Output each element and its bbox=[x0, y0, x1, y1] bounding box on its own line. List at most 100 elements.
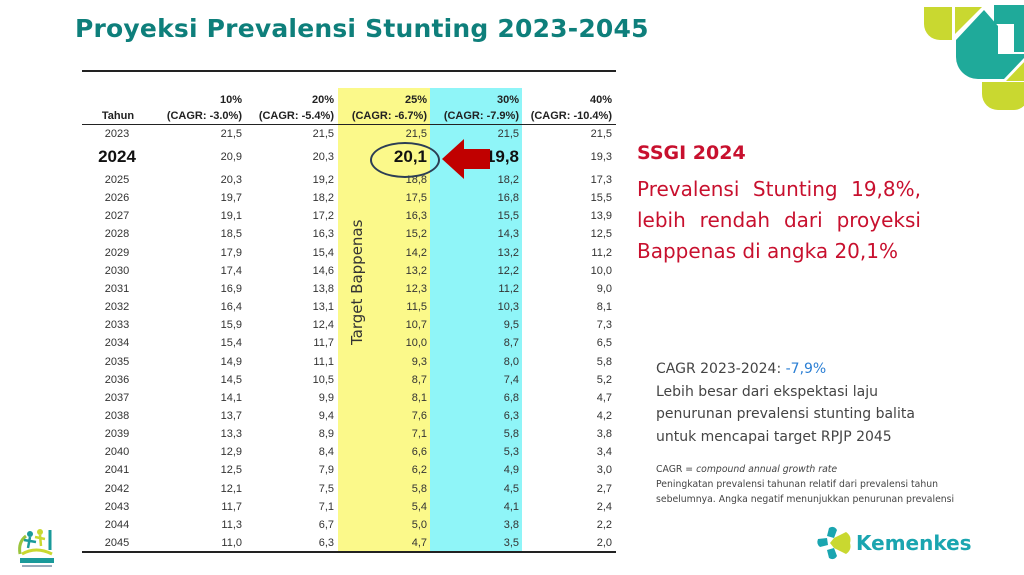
value-cell: 11,2 bbox=[498, 282, 519, 295]
value-cell: 13,9 bbox=[590, 210, 612, 223]
value-cell: 3,4 bbox=[596, 446, 612, 459]
value-cell: 13,2 bbox=[497, 246, 519, 259]
value-cell: 20,9 bbox=[220, 151, 242, 163]
highlight-circle bbox=[370, 142, 440, 178]
value-cell: 8,9 bbox=[318, 428, 334, 441]
value-cell: 15,5 bbox=[497, 210, 519, 223]
value-cell: 14,1 bbox=[220, 391, 242, 404]
value-cell: 19,1 bbox=[220, 210, 242, 223]
year-cell: 2037 bbox=[104, 391, 130, 404]
column-header-cagr: (CAGR: -7.9%) bbox=[443, 110, 519, 122]
value-cell: 3,0 bbox=[596, 464, 612, 477]
value-cell: 16,4 bbox=[220, 301, 242, 314]
value-cell: 8,0 bbox=[503, 355, 519, 368]
value-cell: 8,7 bbox=[503, 337, 519, 350]
value-cell: 12,5 bbox=[220, 464, 242, 477]
value-cell: 3,8 bbox=[596, 428, 612, 441]
column-header-pct: 20% bbox=[311, 94, 334, 106]
value-cell: 4,2 bbox=[596, 409, 612, 422]
value-cell: 5,4 bbox=[411, 500, 427, 513]
value-cell: 8,1 bbox=[596, 301, 612, 314]
value-cell: 12,5 bbox=[590, 228, 612, 241]
page-title: Proyeksi Prevalensi Stunting 2023-2045 bbox=[75, 14, 649, 43]
value-cell: 16,3 bbox=[405, 210, 427, 223]
value-cell: 17,5 bbox=[405, 192, 427, 205]
year-cell: 2032 bbox=[104, 301, 130, 314]
column-header-cagr: (CAGR: -10.4%) bbox=[530, 110, 612, 122]
year-cell: 2030 bbox=[104, 264, 130, 277]
year-cell: 2026 bbox=[104, 192, 130, 205]
value-cell: 6,7 bbox=[318, 518, 334, 531]
value-cell: 8,4 bbox=[318, 446, 334, 459]
value-cell: 11,5 bbox=[406, 301, 427, 314]
value-cell: 10,3 bbox=[497, 301, 519, 314]
value-cell: 12,4 bbox=[312, 319, 334, 332]
year-cell: 2034 bbox=[104, 337, 130, 350]
value-cell: 18,2 bbox=[497, 174, 519, 186]
value-cell: 21,5 bbox=[312, 128, 334, 140]
value-cell: 9,3 bbox=[411, 355, 427, 368]
column-header-pct: 40% bbox=[589, 94, 612, 106]
value-cell: 18,5 bbox=[220, 228, 242, 241]
value-cell: 5,8 bbox=[596, 355, 612, 368]
value-cell: 3,5 bbox=[503, 537, 519, 549]
value-cell: 12,9 bbox=[220, 446, 242, 459]
value-cell: 21,5 bbox=[405, 128, 427, 140]
value-cell: 19,8 bbox=[485, 147, 519, 166]
value-cell: 4,9 bbox=[503, 464, 519, 477]
year-cell: 2028 bbox=[104, 228, 130, 241]
value-cell: 15,4 bbox=[220, 337, 242, 350]
value-cell: 20,3 bbox=[312, 151, 334, 163]
value-cell: 6,6 bbox=[411, 446, 427, 459]
cagr-label: CAGR 2023-2024: bbox=[656, 361, 786, 377]
header-rule bbox=[82, 124, 616, 125]
note-text: Peningkatan prevalensi tahunan relatif d… bbox=[656, 479, 955, 505]
cagr-text: Lebih besar dari ekspektasi laju penurun… bbox=[656, 383, 915, 445]
year-cell: 2033 bbox=[104, 319, 130, 332]
year-cell: 2039 bbox=[104, 428, 130, 441]
year-cell: 2023 bbox=[104, 128, 130, 140]
kemenkes-wordmark: Kemenkes bbox=[856, 531, 972, 555]
value-cell: 21,5 bbox=[590, 128, 612, 140]
value-cell: 14,6 bbox=[312, 264, 334, 277]
value-cell: 4,5 bbox=[503, 482, 519, 495]
value-cell: 10,7 bbox=[405, 319, 427, 332]
value-cell: 20,3 bbox=[220, 174, 242, 186]
year-cell: 2025 bbox=[104, 174, 130, 186]
target-bappenas-label: Target Bappenas bbox=[348, 219, 366, 345]
value-cell: 11,0 bbox=[221, 537, 242, 549]
value-cell: 7,9 bbox=[318, 464, 334, 477]
value-cell: 10,0 bbox=[405, 337, 427, 350]
value-cell: 10,5 bbox=[312, 373, 334, 386]
value-cell: 2,7 bbox=[596, 482, 612, 495]
value-cell: 14,3 bbox=[497, 228, 519, 241]
value-cell: 15,9 bbox=[220, 319, 242, 332]
value-cell: 17,4 bbox=[220, 264, 242, 277]
value-cell: 11,2 bbox=[591, 246, 612, 259]
column-header-pct: 30% bbox=[496, 94, 519, 106]
value-cell: 9,4 bbox=[318, 409, 334, 422]
year-cell: 2038 bbox=[104, 409, 130, 422]
kemenkes-cross-logo bbox=[817, 526, 851, 560]
value-cell: 19,3 bbox=[590, 151, 612, 163]
value-cell: 21,5 bbox=[497, 128, 519, 140]
value-cell: 3,8 bbox=[503, 518, 519, 531]
value-cell: 13,3 bbox=[220, 428, 242, 441]
value-cell: 7,5 bbox=[318, 482, 334, 495]
value-cell: 6,3 bbox=[503, 409, 519, 422]
year-cell: 2042 bbox=[104, 482, 130, 495]
value-cell: 13,1 bbox=[312, 301, 334, 314]
year-cell: 2027 bbox=[104, 210, 130, 223]
value-cell: 5,8 bbox=[411, 482, 427, 495]
value-cell: 12,1 bbox=[220, 482, 242, 495]
table-top-rule bbox=[82, 70, 616, 72]
note-abbr: CAGR = bbox=[656, 464, 697, 475]
value-cell: 9,9 bbox=[318, 391, 334, 404]
value-cell: 16,8 bbox=[497, 192, 519, 205]
value-cell: 7,3 bbox=[596, 319, 612, 332]
value-cell: 7,1 bbox=[318, 500, 334, 513]
column-header-pct: 25% bbox=[404, 94, 427, 106]
column-header-cagr: (CAGR: -5.4%) bbox=[258, 110, 334, 122]
value-cell: 12,2 bbox=[497, 264, 519, 277]
value-cell: 11,7 bbox=[313, 337, 334, 350]
